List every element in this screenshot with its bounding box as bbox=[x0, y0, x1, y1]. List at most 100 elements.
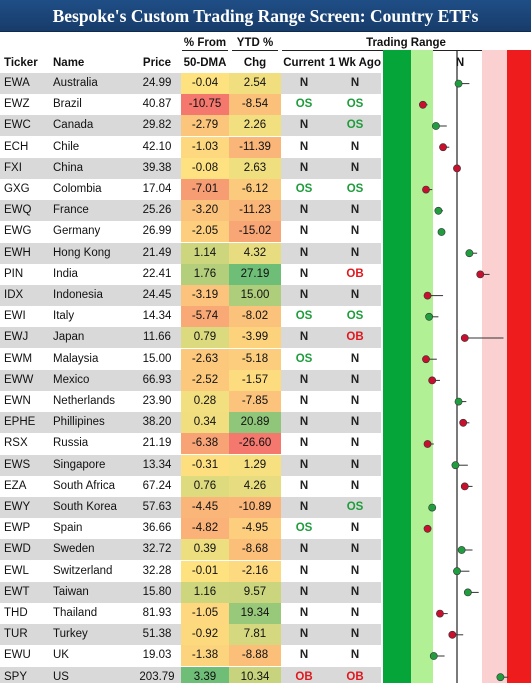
range-marker bbox=[429, 652, 445, 660]
week-ago-signal: OS bbox=[346, 119, 364, 132]
range-marker bbox=[432, 122, 447, 130]
week-ago-signal: N bbox=[350, 479, 360, 492]
dma-cell: -3.19 bbox=[181, 285, 229, 306]
dma-cell: -10.75 bbox=[181, 94, 229, 116]
range-dot bbox=[439, 143, 447, 152]
price-cell: 21.19 bbox=[142, 437, 172, 450]
range-dot bbox=[432, 122, 440, 130]
table-row: RSX Russia 21.19 -6.38 -26.60 N N bbox=[0, 433, 531, 455]
current-signal: N bbox=[299, 416, 309, 429]
name-cell: Italy bbox=[53, 310, 75, 323]
table-row: EWW Mexico 66.93 -2.52 -1.57 N N bbox=[0, 369, 531, 391]
price-cell: 67.24 bbox=[142, 479, 172, 492]
range-dot bbox=[428, 376, 437, 385]
dma-cell: -6.38 bbox=[181, 433, 229, 455]
price-cell: 15.00 bbox=[142, 352, 172, 365]
range-dot bbox=[423, 524, 432, 533]
dma-cell: -5.74 bbox=[181, 306, 229, 328]
dma-cell: -2.52 bbox=[181, 369, 229, 391]
range-marker bbox=[428, 503, 437, 512]
current-signal: OS bbox=[295, 98, 313, 111]
dma-cell: 0.79 bbox=[181, 327, 229, 349]
ytd-cell: 2.54 bbox=[229, 73, 281, 94]
table-row: EWP Spain 36.66 -4.82 -4.95 OS N bbox=[0, 518, 531, 540]
range-dot bbox=[453, 567, 461, 576]
ticker-cell: EWQ bbox=[4, 204, 32, 217]
week-ago-signal: OS bbox=[346, 501, 364, 513]
ytd-cell: 4.26 bbox=[229, 475, 281, 497]
ytd-cell: 2.63 bbox=[229, 157, 281, 179]
header-from-dma-line2: 50-DMA bbox=[183, 57, 227, 69]
header-trading-range: Trading Range bbox=[366, 37, 446, 49]
name-cell: Colombia bbox=[53, 183, 102, 195]
header-name: Name bbox=[53, 57, 85, 69]
range-marker bbox=[418, 100, 428, 109]
range-marker bbox=[423, 291, 444, 300]
table-row: ECH Chile 42.10 -1.03 -11.39 N N bbox=[0, 136, 531, 158]
range-marker bbox=[422, 355, 437, 364]
header-ticker: Ticker bbox=[4, 57, 38, 69]
week-ago-signal: N bbox=[350, 416, 360, 429]
ytd-cell: 19.34 bbox=[229, 603, 281, 624]
table-row: EWC Canada 29.82 -2.79 2.26 N OS bbox=[0, 115, 531, 137]
ticker-cell: EWW bbox=[4, 373, 34, 386]
price-cell: 14.34 bbox=[142, 310, 172, 323]
name-cell: UK bbox=[53, 649, 69, 662]
ticker-cell: ECH bbox=[4, 140, 29, 153]
price-cell: 26.99 bbox=[142, 225, 172, 238]
ticker-cell: EWY bbox=[4, 501, 31, 513]
range-dot bbox=[460, 482, 469, 491]
ytd-cell: -2.16 bbox=[229, 560, 281, 582]
range-marker bbox=[453, 164, 461, 173]
ticker-cell: EZA bbox=[4, 479, 27, 492]
range-dot bbox=[437, 228, 446, 236]
current-signal: N bbox=[299, 479, 309, 492]
price-cell: 23.90 bbox=[142, 395, 172, 407]
ytd-cell: 7.81 bbox=[229, 624, 281, 646]
table-row: EWH Hong Kong 21.49 1.14 4.32 N N bbox=[0, 242, 531, 264]
ticker-cell: EWD bbox=[4, 543, 31, 556]
range-marker bbox=[423, 440, 434, 448]
range-dot bbox=[422, 185, 430, 194]
overbought-zone-dark bbox=[507, 50, 531, 683]
name-cell: Mexico bbox=[53, 373, 90, 386]
price-cell: 24.45 bbox=[142, 289, 172, 301]
page-title: Bespoke's Custom Trading Range Screen: C… bbox=[0, 0, 531, 32]
header-from-dma-line1: % From bbox=[183, 37, 227, 49]
ticker-cell: EWJ bbox=[4, 331, 29, 344]
table-row: SPY US 203.79 3.39 10.34 OB OB bbox=[0, 666, 531, 683]
price-cell: 40.87 bbox=[142, 98, 172, 111]
range-marker bbox=[459, 418, 470, 427]
table-row: TUR Turkey 51.38 -0.92 7.81 N N bbox=[0, 624, 531, 646]
week-ago-signal: N bbox=[350, 522, 360, 535]
range-dot bbox=[422, 355, 430, 364]
current-signal: N bbox=[299, 331, 309, 344]
week-ago-signal: N bbox=[350, 585, 360, 598]
ticker-cell: EWN bbox=[4, 395, 31, 407]
dma-cell: -2.63 bbox=[181, 348, 229, 370]
price-cell: 57.63 bbox=[142, 501, 172, 513]
week-ago-signal: N bbox=[350, 289, 360, 301]
ticker-cell: EWL bbox=[4, 564, 29, 577]
ticker-cell: EPHE bbox=[4, 416, 36, 429]
price-cell: 203.79 bbox=[139, 670, 175, 683]
range-dot bbox=[465, 249, 474, 258]
range-dot bbox=[457, 546, 466, 554]
table-row: IDX Indonesia 24.45 -3.19 15.00 N N bbox=[0, 285, 531, 306]
name-cell: South Korea bbox=[53, 501, 117, 513]
range-marker bbox=[460, 334, 504, 342]
price-cell: 32.72 bbox=[142, 543, 172, 556]
ticker-cell: PIN bbox=[4, 267, 24, 280]
ticker-cell: EWG bbox=[4, 225, 32, 238]
range-marker bbox=[453, 567, 470, 576]
dma-cell: -1.03 bbox=[181, 136, 229, 158]
name-cell: Singapore bbox=[53, 458, 106, 471]
dma-cell: 0.76 bbox=[181, 475, 229, 497]
current-signal: N bbox=[299, 543, 309, 556]
ytd-cell: 15.00 bbox=[229, 285, 281, 306]
name-cell: Brazil bbox=[53, 98, 82, 111]
name-cell: Turkey bbox=[53, 628, 88, 641]
range-dot bbox=[429, 652, 438, 660]
range-marker bbox=[436, 609, 448, 618]
oversold-zone-dark bbox=[383, 50, 411, 683]
